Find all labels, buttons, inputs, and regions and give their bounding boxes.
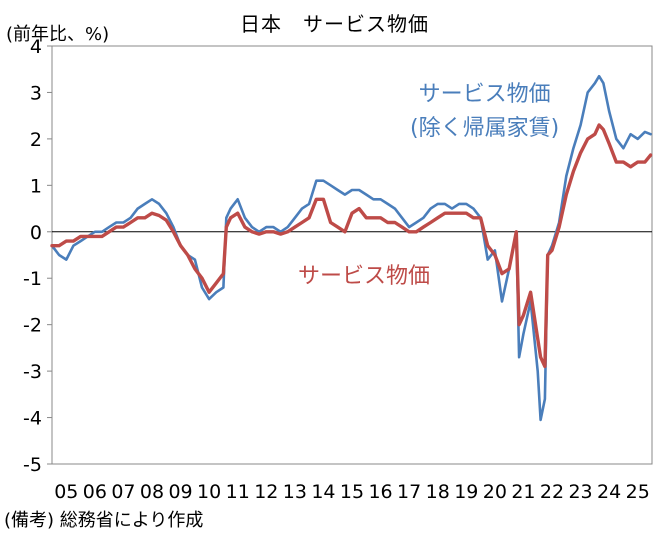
y-tick-label: -2 bbox=[23, 315, 42, 337]
series-label-blue-line1: サービス物価 bbox=[418, 82, 551, 107]
x-tick-label: 21 bbox=[511, 481, 535, 503]
series-label-blue: サービス物価 (除く帰属家賃) bbox=[410, 78, 559, 146]
axes bbox=[47, 45, 653, 465]
y-tick-label: -5 bbox=[23, 454, 42, 476]
x-tick-label: 16 bbox=[368, 481, 392, 503]
series-group bbox=[50, 74, 653, 422]
y-tick-label: -4 bbox=[23, 408, 42, 430]
x-tick-label: 15 bbox=[340, 481, 364, 503]
series-line-red bbox=[50, 123, 653, 369]
series-label-blue-line2: (除く帰属家賃) bbox=[410, 116, 560, 141]
y-tick-label: -3 bbox=[23, 361, 42, 383]
x-tick-label: 14 bbox=[311, 481, 335, 503]
y-tick-label: 4 bbox=[30, 36, 42, 58]
x-tick-label: 25 bbox=[626, 481, 650, 503]
x-tick-label: 06 bbox=[83, 481, 107, 503]
x-tick-label: 18 bbox=[426, 481, 450, 503]
chart-title: 日本 サービス物価 bbox=[240, 12, 429, 36]
x-tick-label: 19 bbox=[454, 481, 478, 503]
source-note: (備考) 総務省により作成 bbox=[4, 510, 204, 531]
x-tick-label: 12 bbox=[254, 481, 278, 503]
x-tick-label: 13 bbox=[283, 481, 307, 503]
x-tick-label: 23 bbox=[568, 481, 592, 503]
plot-frame bbox=[51, 45, 653, 465]
x-tick-label: 08 bbox=[140, 481, 164, 503]
x-tick-label: 05 bbox=[54, 481, 78, 503]
y-tick-label: 1 bbox=[30, 175, 42, 197]
x-tick-label: 10 bbox=[197, 481, 221, 503]
series-label-red: サービス物価 bbox=[298, 264, 431, 289]
y-tick-label: 0 bbox=[30, 222, 42, 244]
y-tick-label: 3 bbox=[30, 82, 42, 104]
x-tick-label: 11 bbox=[226, 481, 250, 503]
x-tick-label: 17 bbox=[397, 481, 421, 503]
x-tick-label: 20 bbox=[483, 481, 507, 503]
series-line-blue bbox=[50, 74, 652, 422]
y-tick-label: 2 bbox=[30, 129, 42, 151]
x-tick-label: 24 bbox=[597, 481, 621, 503]
x-tick-label: 09 bbox=[168, 481, 192, 503]
x-tick-label: 07 bbox=[111, 481, 135, 503]
x-tick-label: 22 bbox=[540, 481, 564, 503]
y-tick-label: -1 bbox=[23, 268, 42, 290]
y-axis-unit-label: (前年比、%) bbox=[6, 24, 110, 45]
